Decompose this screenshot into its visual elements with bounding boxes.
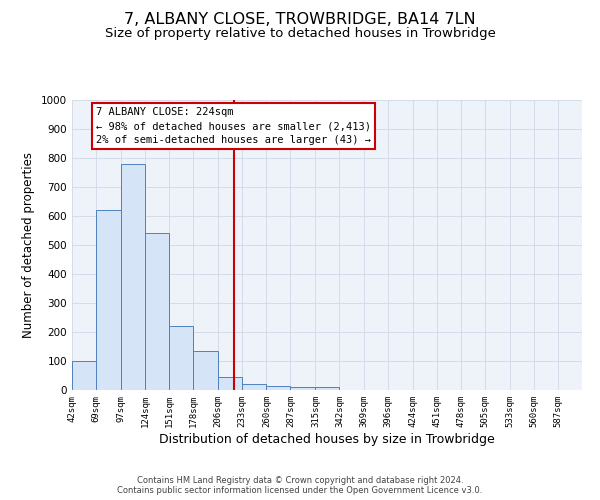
Bar [316,387,340,390]
Bar [169,326,193,390]
Bar [121,164,145,390]
Text: 7 ALBANY CLOSE: 224sqm
← 98% of detached houses are smaller (2,413)
2% of semi-d: 7 ALBANY CLOSE: 224sqm ← 98% of detached… [96,108,371,146]
Bar [290,387,316,390]
Bar [242,384,266,390]
Bar [96,210,121,390]
Bar [145,234,169,390]
Text: 7, ALBANY CLOSE, TROWBRIDGE, BA14 7LN: 7, ALBANY CLOSE, TROWBRIDGE, BA14 7LN [124,12,476,28]
X-axis label: Distribution of detached houses by size in Trowbridge: Distribution of detached houses by size … [159,432,495,446]
Y-axis label: Number of detached properties: Number of detached properties [22,152,35,338]
Bar [72,361,96,390]
Text: Size of property relative to detached houses in Trowbridge: Size of property relative to detached ho… [104,28,496,40]
Bar [266,386,290,390]
Bar [218,377,242,390]
Text: Contains HM Land Registry data © Crown copyright and database right 2024.
Contai: Contains HM Land Registry data © Crown c… [118,476,482,495]
Bar [193,351,218,390]
